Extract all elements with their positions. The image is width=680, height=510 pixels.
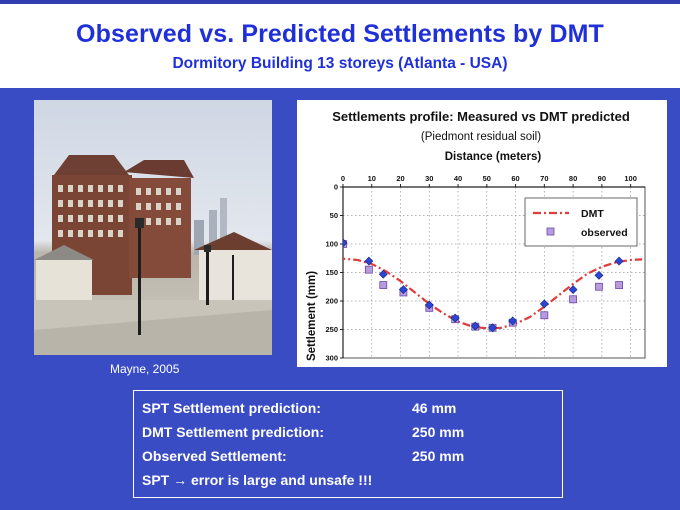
observed-point bbox=[379, 281, 388, 289]
legend-dmt-label: DMT bbox=[581, 208, 604, 220]
x-tick-label: 10 bbox=[368, 174, 376, 183]
dmt-point bbox=[539, 299, 549, 309]
dmt-point bbox=[568, 285, 578, 295]
y-tick-label: 0 bbox=[334, 183, 338, 192]
dmt-point bbox=[488, 323, 497, 333]
dmt-point bbox=[364, 256, 374, 266]
settlement-chart-panel: Settlements profile: Measured vs DMT pre… bbox=[297, 100, 667, 367]
dmt-point bbox=[508, 316, 518, 326]
summary-value: 250 mm bbox=[412, 424, 465, 440]
slide-subtitle: Dormitory Building 13 storeys (Atlanta -… bbox=[172, 55, 508, 72]
x-tick-label: 90 bbox=[598, 174, 606, 183]
chart-title: Settlements profile: Measured vs DMT pre… bbox=[332, 109, 630, 124]
slide-title: Observed vs. Predicted Settlements by DM… bbox=[76, 20, 604, 48]
summary-label: Observed Settlement: bbox=[142, 448, 287, 464]
y-tick-label: 250 bbox=[325, 325, 338, 334]
summary-box: SPT Settlement prediction: 46 mm DMT Set… bbox=[133, 390, 563, 498]
x-axis-label: Distance (meters) bbox=[445, 151, 542, 163]
x-tick-label: 50 bbox=[483, 174, 491, 183]
dmt-point bbox=[594, 270, 604, 280]
x-tick-label: 100 bbox=[624, 174, 637, 183]
dmt-point bbox=[470, 321, 480, 331]
summary-label: SPT → error is large and unsafe !!! bbox=[142, 472, 373, 488]
y-tick-label: 200 bbox=[325, 297, 338, 306]
observed-point bbox=[615, 281, 624, 289]
observed-point bbox=[595, 282, 603, 291]
dmt-point bbox=[398, 285, 408, 295]
y-axis-label: Settlement (mm) bbox=[306, 271, 318, 361]
summary-row-observed: Observed Settlement: 250 mm bbox=[142, 448, 464, 464]
chart-legend: DMT observed bbox=[524, 197, 638, 247]
x-tick-label: 80 bbox=[569, 174, 577, 183]
x-tick-label: 20 bbox=[396, 174, 404, 183]
x-tick-label: 60 bbox=[511, 174, 519, 183]
dmt-point bbox=[378, 269, 388, 279]
summary-row-spt: SPT Settlement prediction: 46 mm bbox=[142, 400, 456, 416]
series-group bbox=[343, 238, 643, 333]
x-tick-label: 0 bbox=[341, 174, 345, 183]
y-tick-label: 50 bbox=[330, 211, 338, 220]
y-tick-label: 150 bbox=[325, 268, 338, 277]
summary-label: DMT Settlement prediction: bbox=[142, 424, 325, 440]
observed-point bbox=[364, 265, 373, 274]
dmt-point bbox=[614, 256, 624, 266]
building-photo bbox=[34, 100, 272, 355]
summary-value: 250 mm bbox=[412, 448, 465, 464]
legend-box bbox=[524, 197, 638, 247]
observed-point bbox=[540, 311, 549, 320]
slide-header: Observed vs. Predicted Settlements by DM… bbox=[0, 4, 680, 88]
y-tick-label: 100 bbox=[325, 240, 338, 249]
top-bar bbox=[0, 0, 680, 4]
chart-subtitle: (Piedmont residual soil) bbox=[421, 131, 541, 143]
observed-point bbox=[569, 295, 577, 304]
x-tick-label: 70 bbox=[540, 174, 548, 183]
x-tick-label: 30 bbox=[425, 174, 433, 183]
summary-label: SPT Settlement prediction: bbox=[142, 400, 321, 416]
summary-value: 46 mm bbox=[412, 400, 457, 416]
building-illustration bbox=[34, 155, 272, 355]
legend-observed-label: observed bbox=[581, 227, 628, 239]
y-tick-label: 300 bbox=[325, 354, 338, 363]
x-tick-label: 40 bbox=[454, 174, 462, 183]
summary-row-conclusion: SPT → error is large and unsafe !!! bbox=[142, 472, 372, 488]
dmt-point bbox=[450, 313, 460, 323]
legend-observed-swatch bbox=[546, 227, 555, 236]
dmt-point bbox=[343, 238, 348, 248]
summary-row-dmt: DMT Settlement prediction: 250 mm bbox=[142, 424, 464, 440]
photo-credit: Mayne, 2005 bbox=[110, 362, 180, 376]
dmt-point bbox=[424, 300, 434, 310]
settlement-chart: Settlements profile: Measured vs DMT pre… bbox=[306, 109, 646, 363]
